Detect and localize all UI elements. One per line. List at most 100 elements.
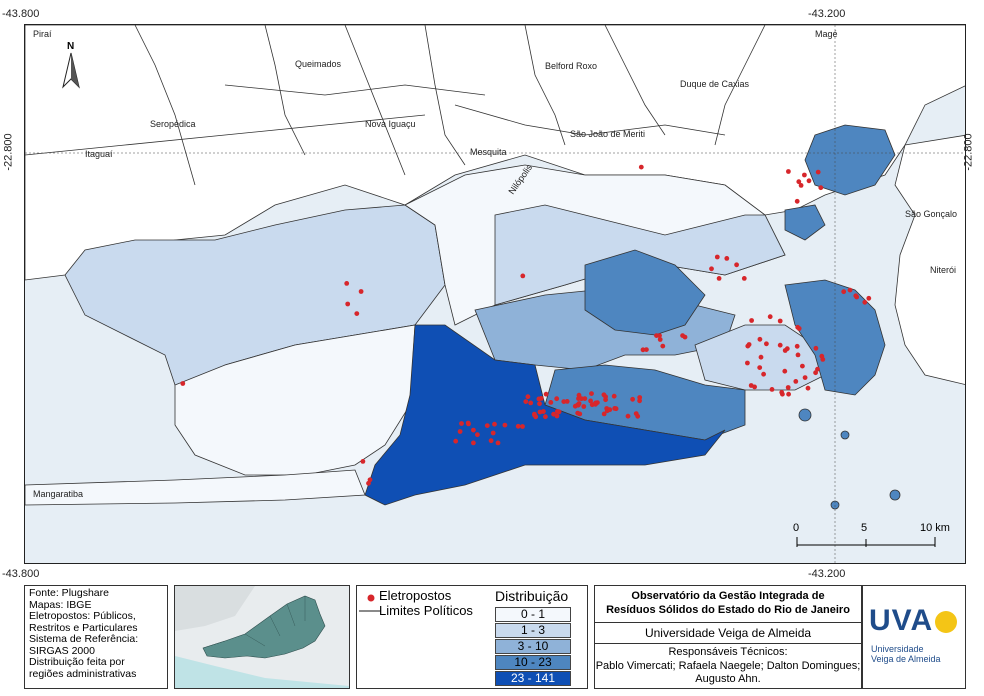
charging-station-point bbox=[612, 406, 618, 411]
legend-panel: Eletropostos Limites Políticos Distribui… bbox=[356, 585, 588, 689]
charging-station-point bbox=[543, 414, 548, 420]
charging-station-point bbox=[637, 398, 642, 404]
charging-station-point bbox=[638, 164, 644, 170]
source-line: SIRGAS 2000 bbox=[29, 644, 95, 657]
uva-logo-dot-icon bbox=[935, 611, 957, 633]
charging-station-point bbox=[777, 318, 783, 324]
charging-station-point bbox=[786, 391, 791, 397]
label-niteroi: Niterói bbox=[930, 265, 956, 275]
station-point-symbol bbox=[367, 594, 375, 602]
eastern-mainland bbox=[894, 134, 965, 385]
source-line: Distribuição feita por bbox=[29, 656, 125, 668]
charging-station-point bbox=[543, 391, 549, 397]
uva-sub-line1: Universidade bbox=[871, 644, 924, 654]
charging-station-point bbox=[745, 343, 751, 349]
charging-station-point bbox=[459, 421, 464, 426]
charging-station-point bbox=[601, 411, 607, 417]
charging-station-point bbox=[866, 295, 872, 301]
main-map[interactable]: Piraí Magé Queimados Belford Roxo Duque … bbox=[24, 24, 966, 564]
charging-station-point bbox=[734, 262, 739, 268]
restinga bbox=[25, 469, 366, 506]
charging-station-point bbox=[554, 396, 560, 402]
charging-station-point bbox=[798, 183, 804, 188]
charging-station-point bbox=[564, 399, 570, 404]
charging-station-point bbox=[576, 401, 582, 406]
charging-station-points bbox=[180, 164, 872, 486]
charging-station-point bbox=[457, 429, 463, 434]
charging-station-point bbox=[724, 256, 730, 261]
charging-station-point bbox=[579, 396, 584, 402]
label-mesquita: Mesquita bbox=[470, 147, 507, 157]
charging-station-point bbox=[657, 333, 662, 338]
charging-station-point bbox=[520, 424, 525, 429]
charging-station-point bbox=[625, 413, 631, 419]
charging-station-point bbox=[471, 440, 476, 446]
charging-station-point bbox=[577, 411, 583, 417]
label-mangaratiba: Mangaratiba bbox=[33, 489, 83, 499]
charging-station-point bbox=[780, 391, 785, 397]
coord-top-left: -43.800 bbox=[2, 8, 40, 20]
charging-station-point bbox=[749, 318, 754, 323]
charging-station-point bbox=[555, 409, 560, 414]
coord-left-lat: -22.800 bbox=[2, 133, 15, 171]
coord-bottom-left: -43.800 bbox=[2, 568, 40, 580]
charging-station-point bbox=[841, 289, 847, 295]
charging-station-point bbox=[360, 459, 366, 464]
charging-station-point bbox=[764, 341, 769, 347]
credits-panel: Observatório da Gestão Integrada de Resí… bbox=[594, 585, 862, 689]
credits-title-line2: Resíduos Sólidos do Estado do Rio de Jan… bbox=[606, 604, 850, 616]
charging-station-point bbox=[657, 337, 663, 342]
charging-station-point bbox=[805, 385, 811, 391]
charging-station-point bbox=[714, 254, 720, 260]
coord-top-right: -43.200 bbox=[808, 8, 846, 20]
charging-station-point bbox=[785, 385, 791, 390]
scale-bar: 0 5 10 km bbox=[793, 522, 950, 547]
legend-class-label: 0 - 1 bbox=[520, 607, 545, 621]
charging-station-point bbox=[758, 354, 764, 360]
charging-station-point bbox=[680, 333, 685, 338]
charging-station-point bbox=[802, 172, 807, 178]
charging-station-point bbox=[794, 198, 800, 204]
charging-station-point bbox=[475, 432, 480, 438]
charging-station-point bbox=[815, 366, 820, 372]
scale-zero: 0 bbox=[793, 522, 799, 534]
charging-station-point bbox=[813, 345, 819, 351]
boundary-line-symbol bbox=[359, 610, 381, 612]
inset-map-canvas bbox=[175, 586, 349, 688]
credits-responsible-title: Responsáveis Técnicos: bbox=[668, 646, 788, 658]
credits-names-line1: Pablo Vimercati; Rafaela Naegele; Dalton… bbox=[595, 660, 861, 672]
source-line: Mapas: IBGE bbox=[29, 598, 92, 611]
legend-class-label: 1 - 3 bbox=[520, 623, 545, 637]
legend-swatch bbox=[495, 655, 571, 670]
charging-station-point bbox=[793, 379, 799, 384]
islands bbox=[798, 408, 901, 510]
uva-sub-line2: Veiga de Almeida bbox=[871, 654, 941, 664]
charging-station-point bbox=[757, 336, 763, 342]
charging-station-point bbox=[492, 421, 497, 427]
legend-swatch bbox=[495, 607, 571, 622]
charging-station-point bbox=[589, 391, 594, 396]
charging-station-point bbox=[366, 480, 371, 486]
scale-mid: 5 bbox=[861, 522, 867, 534]
charging-station-point bbox=[796, 179, 802, 185]
charging-station-point bbox=[453, 438, 459, 444]
charging-station-point bbox=[611, 393, 617, 399]
charging-station-point bbox=[561, 399, 567, 404]
credits-names-line2: Augusto Ahn. bbox=[695, 673, 761, 685]
graticule bbox=[25, 25, 965, 563]
legend-class-label: 23 - 141 bbox=[510, 671, 556, 685]
charging-station-point bbox=[767, 314, 773, 320]
credits-university: Universidade Veiga de Almeida bbox=[595, 622, 861, 644]
label-queimados: Queimados bbox=[295, 59, 342, 69]
charging-station-point bbox=[741, 276, 747, 281]
charging-station-point bbox=[853, 293, 859, 299]
charging-station-point bbox=[802, 375, 808, 380]
charging-station-point bbox=[548, 400, 554, 405]
charging-station-point bbox=[847, 287, 853, 293]
charging-station-point bbox=[554, 413, 560, 419]
charging-station-point bbox=[520, 273, 526, 279]
legend-swatch bbox=[495, 639, 571, 654]
charging-station-point bbox=[358, 289, 364, 294]
label-mage: Magé bbox=[815, 29, 838, 39]
municipal-boundaries bbox=[25, 25, 766, 186]
